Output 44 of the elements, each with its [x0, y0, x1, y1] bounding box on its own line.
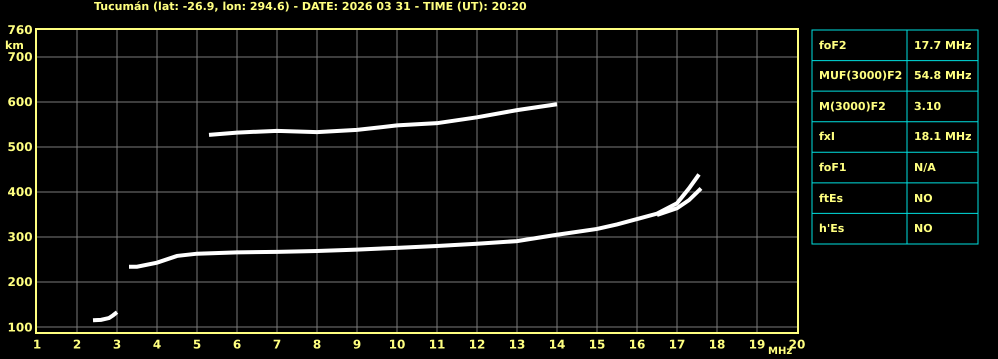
x-tick-label: 12 — [468, 337, 486, 352]
x-tick-label: 10 — [388, 337, 406, 352]
text: 3.10 — [914, 100, 942, 113]
text: NO — [914, 222, 933, 235]
y-tick-label: 700 — [8, 50, 33, 64]
x-tick-label: 5 — [192, 337, 202, 352]
x-tick-label: 18 — [708, 337, 726, 352]
text: NO — [914, 192, 933, 205]
x-tick-label: 6 — [232, 337, 242, 352]
y-tick-label: 400 — [8, 185, 33, 200]
y-tick-label: 100 — [8, 320, 33, 334]
text: fxI — [819, 130, 835, 143]
text: MUF(3000)F2 — [819, 69, 902, 82]
x-tick-label: 7 — [272, 337, 282, 352]
text: foF1 — [819, 161, 847, 174]
x-axis-title: MHz — [768, 346, 792, 357]
text: N/A — [914, 161, 936, 174]
x-tick-label: 14 — [548, 337, 566, 352]
x-tick-label: 9 — [352, 337, 362, 352]
y-tick-label: 760 — [8, 23, 33, 38]
text: h'Es — [819, 222, 845, 235]
x-tick-label: 19 — [748, 337, 766, 352]
y-tick-label: 500 — [8, 140, 33, 154]
x-tick-label: 11 — [428, 337, 446, 352]
text: ftEs — [819, 192, 844, 205]
x-tick-label: 8 — [312, 337, 322, 352]
x-tick-label: 3 — [112, 337, 122, 352]
x-tick-label: 1 — [32, 337, 42, 352]
text: 17.7 MHz — [914, 39, 972, 52]
text: 54.8 MHz — [914, 69, 972, 82]
text: foF2 — [819, 39, 847, 52]
x-tick-label: 16 — [628, 337, 646, 352]
y-axis-title: km — [5, 39, 24, 52]
x-tick-label: 13 — [508, 337, 526, 352]
x-tick-label: 2 — [72, 337, 82, 352]
text: 18.1 MHz — [914, 130, 972, 143]
y-tick-label: 300 — [8, 230, 33, 244]
text: M(3000)F2 — [819, 100, 886, 113]
y-tick-label: 600 — [8, 95, 33, 110]
x-tick-label: 4 — [152, 337, 162, 352]
x-tick-label: 15 — [588, 337, 606, 352]
x-tick-label: 17 — [668, 337, 686, 352]
y-tick-label: 200 — [8, 275, 33, 290]
chart-title: Tucumán (lat: -26.9, lon: 294.6) - DATE: 2026 03 31 - TIME (UT): 20:20 — [94, 0, 527, 13]
